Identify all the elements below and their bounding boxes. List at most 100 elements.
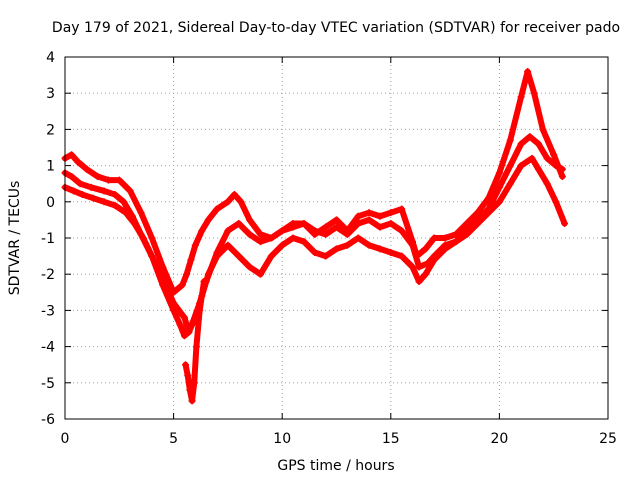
- data-point-marker: [185, 328, 193, 336]
- data-point-marker: [104, 176, 112, 184]
- data-point-marker: [237, 198, 245, 206]
- data-point-marker: [354, 234, 362, 242]
- data-point-marker: [300, 220, 308, 228]
- data-point-marker: [256, 270, 264, 278]
- data-point-marker: [111, 201, 119, 209]
- data-point-marker: [365, 209, 373, 217]
- data-point-marker: [343, 241, 351, 249]
- data-point-marker: [543, 154, 551, 162]
- y-tick-label: 0: [46, 195, 55, 211]
- x-tick-label: 10: [273, 431, 291, 447]
- data-point-marker: [224, 241, 232, 249]
- data-point-marker: [430, 256, 438, 264]
- data-point-marker: [474, 209, 482, 217]
- data-point-marker: [343, 230, 351, 238]
- data-point-marker: [256, 238, 264, 246]
- data-point-marker: [180, 314, 188, 322]
- data-point-marker: [365, 216, 373, 224]
- data-point-marker: [289, 234, 297, 242]
- data-point-marker: [120, 198, 128, 206]
- data-point-marker: [126, 187, 134, 195]
- data-point-marker: [376, 223, 384, 231]
- data-point-marker: [87, 183, 95, 191]
- data-point-marker: [415, 263, 423, 271]
- data-point-marker: [409, 263, 417, 271]
- x-axis-label: GPS time / hours: [277, 458, 394, 474]
- data-point-marker: [204, 216, 212, 224]
- data-point-marker: [159, 281, 167, 289]
- data-point-marker: [74, 158, 82, 166]
- data-point-marker: [256, 230, 264, 238]
- data-point-marker: [184, 372, 192, 380]
- y-tick-label: 3: [46, 86, 55, 102]
- data-point-marker: [322, 252, 330, 260]
- data-point-marker: [495, 183, 503, 191]
- data-point-marker: [191, 241, 199, 249]
- data-point-marker: [311, 227, 319, 235]
- data-point-marker: [495, 198, 503, 206]
- data-point-marker: [387, 248, 395, 256]
- data-point-marker: [422, 245, 430, 253]
- data-point-marker: [78, 191, 86, 199]
- data-point-marker: [376, 245, 384, 253]
- data-point-marker: [178, 281, 186, 289]
- data-point-marker: [534, 165, 542, 173]
- data-point-marker: [183, 270, 191, 278]
- data-point-marker: [561, 220, 569, 228]
- grid: [65, 57, 608, 419]
- data-point-marker: [354, 212, 362, 220]
- data-point-marker: [558, 172, 566, 180]
- data-point-marker: [422, 270, 430, 278]
- y-tick-label: 2: [46, 122, 55, 138]
- data-point-marker: [365, 241, 373, 249]
- data-point-marker: [376, 212, 384, 220]
- data-point-marker: [100, 198, 108, 206]
- data-point-marker: [311, 248, 319, 256]
- data-point-marker: [517, 162, 525, 170]
- data-point-marker: [463, 230, 471, 238]
- data-point-marker: [526, 133, 534, 141]
- y-tick-label: -5: [41, 376, 55, 392]
- data-point-marker: [267, 252, 275, 260]
- data-point-marker: [89, 194, 97, 202]
- data-point-marker: [463, 220, 471, 228]
- data-point-marker: [192, 343, 200, 351]
- data-point-marker: [289, 223, 297, 231]
- data-point-marker: [204, 270, 212, 278]
- data-point-marker: [333, 216, 340, 224]
- data-point-marker: [190, 379, 198, 387]
- data-point-marker: [235, 252, 243, 260]
- y-tick-label: 4: [46, 50, 55, 66]
- data-point-marker: [198, 227, 206, 235]
- data-point-marker: [322, 223, 330, 231]
- data-point-marker: [170, 306, 178, 314]
- data-point-marker: [235, 220, 243, 228]
- data-point-marker: [506, 162, 514, 170]
- data-point-marker: [224, 198, 232, 206]
- data-point-marker: [76, 180, 84, 188]
- data-point-marker: [543, 180, 551, 188]
- data-point-marker: [122, 209, 130, 217]
- data-point-marker: [148, 252, 156, 260]
- data-point-marker: [230, 191, 238, 199]
- data-point-marker: [148, 234, 156, 242]
- data-point-marker: [474, 220, 482, 228]
- data-point-marker: [441, 245, 449, 253]
- data-point-marker: [68, 172, 76, 180]
- series-layer: [61, 67, 569, 405]
- data-point-marker: [246, 216, 254, 224]
- data-point-marker: [246, 263, 254, 271]
- data-point-marker: [182, 361, 190, 369]
- data-point-marker: [137, 209, 145, 217]
- data-point-marker: [452, 230, 460, 238]
- data-point-marker: [278, 241, 286, 249]
- y-tick-label: -3: [41, 303, 55, 319]
- data-point-marker: [278, 227, 286, 235]
- data-point-marker: [552, 198, 560, 206]
- data-point-marker: [139, 234, 147, 242]
- data-point-marker: [528, 154, 536, 162]
- chart-title: Day 179 of 2021, Sidereal Day-to-day VTE…: [52, 20, 620, 36]
- y-tick-label: 1: [46, 159, 55, 175]
- data-point-marker: [83, 165, 91, 173]
- data-point-marker: [415, 277, 423, 285]
